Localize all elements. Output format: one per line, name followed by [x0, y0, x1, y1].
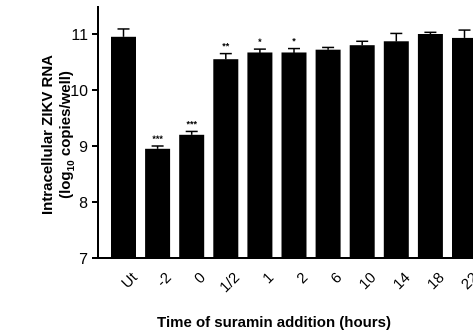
- y-tick-label-8: 8: [79, 195, 88, 212]
- bar-8: [383, 41, 409, 258]
- bar-4: [247, 52, 273, 259]
- significance-label-2: ***: [186, 119, 197, 129]
- bar-2: [179, 134, 205, 258]
- x-tick-label-8: 14: [390, 269, 414, 293]
- x-tick-label-7: 10: [356, 269, 380, 293]
- y-axis-title-line1: Intracellular ZIKV RNA: [39, 55, 56, 215]
- y-axis-title: Intracellular ZIKV RNA (log10 copies/wel…: [39, 55, 77, 215]
- y-tick-label-10: 10: [70, 83, 88, 100]
- bar-0: [111, 36, 136, 258]
- significance-label-1: ***: [152, 134, 163, 144]
- significance-label-3: **: [222, 42, 230, 52]
- significance-label-5: *: [292, 37, 296, 47]
- x-tick-label-5: 2: [293, 269, 311, 287]
- x-tick-label-6: 6: [327, 269, 345, 287]
- y-axis-title-line2: (log10 copies/well): [57, 71, 77, 199]
- x-tick-label-10: 22: [458, 269, 473, 293]
- x-tick-label-0: Ut: [118, 269, 141, 292]
- significance-label-4: *: [258, 37, 262, 47]
- x-axis-title: Time of suramin addition (hours): [157, 314, 391, 331]
- bar-9: [417, 34, 443, 258]
- y-tick-label-11: 11: [71, 27, 88, 44]
- bar-3: [213, 59, 239, 259]
- x-tick-label-2: 0: [191, 269, 209, 287]
- plot-area: 7 8 9 10 11 Ut *** -2 *** 0 ** 1/2 * 1 * 2 6 10 14 18 22: [70, 6, 473, 296]
- x-tick-label-4: 1: [259, 269, 277, 287]
- bar-5: [281, 52, 307, 259]
- y-tick-label-9: 9: [79, 139, 88, 156]
- x-tick-label-1: -2: [153, 269, 174, 290]
- bar-7: [349, 45, 375, 259]
- x-tick-label-9: 18: [424, 269, 448, 293]
- bar-10: [452, 37, 473, 258]
- x-tick-label-3: 1/2: [216, 269, 243, 296]
- bar-1: [145, 148, 171, 258]
- y-tick-label-7: 7: [79, 251, 88, 268]
- bar-6: [315, 49, 341, 259]
